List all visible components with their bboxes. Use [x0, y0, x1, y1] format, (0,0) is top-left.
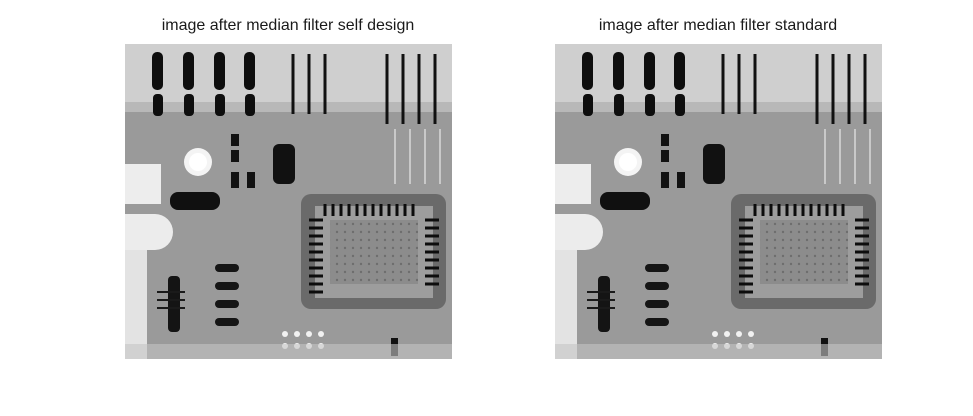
right-filtered-image: [555, 44, 882, 359]
left-panel-title: image after median filter self design: [161, 17, 415, 34]
right-panel-title: image after median filter standard: [598, 17, 838, 34]
left-filtered-image: [125, 44, 452, 359]
